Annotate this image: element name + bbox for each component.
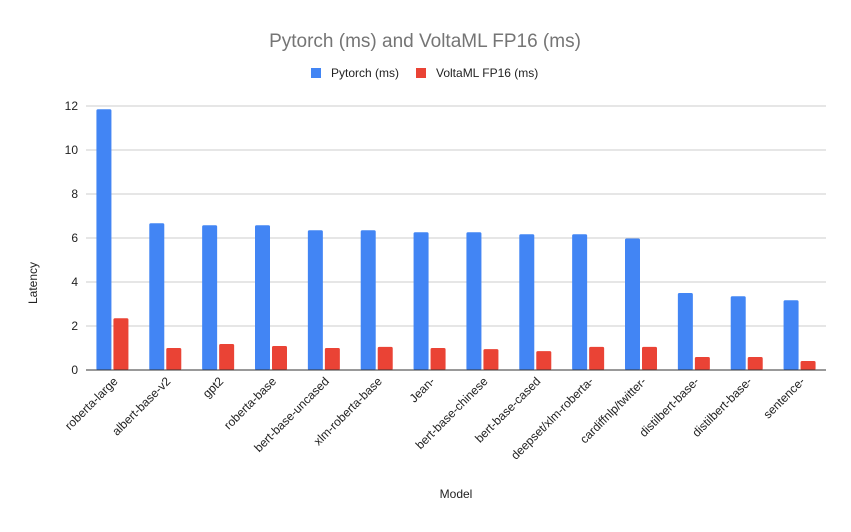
bar-pytorch bbox=[360, 230, 376, 370]
y-tick-label: 0 bbox=[71, 363, 78, 377]
y-tick-label: 4 bbox=[71, 275, 78, 289]
bar-pytorch bbox=[730, 296, 746, 370]
y-tick-label: 8 bbox=[71, 187, 78, 201]
bar-voltaml bbox=[219, 344, 235, 370]
x-tick-label: gpt2 bbox=[200, 374, 227, 401]
x-tick-label: roberta-large bbox=[62, 374, 121, 433]
legend-swatch-voltaml bbox=[416, 68, 426, 78]
bar-voltaml bbox=[642, 346, 657, 370]
x-axis-label: Model bbox=[440, 487, 473, 501]
x-tick-label: roberta-base bbox=[221, 374, 279, 432]
bar-pytorch bbox=[202, 225, 218, 370]
bar-pytorch bbox=[307, 230, 323, 370]
bar-pytorch bbox=[96, 109, 112, 371]
bar-voltaml bbox=[747, 357, 763, 370]
legend-label-voltaml: VoltaML FP16 (ms) bbox=[436, 66, 538, 80]
bar-pytorch bbox=[519, 234, 535, 370]
bar-pytorch bbox=[677, 293, 693, 370]
gridlines bbox=[86, 105, 826, 327]
bar-pytorch bbox=[149, 223, 165, 370]
legend-label-pytorch: Pytorch (ms) bbox=[331, 66, 399, 80]
x-tick-label: Jean- bbox=[407, 374, 438, 405]
bar-voltaml bbox=[589, 346, 605, 370]
bar-pytorch bbox=[466, 232, 482, 370]
bar-pytorch bbox=[625, 238, 640, 370]
bar-voltaml bbox=[272, 346, 287, 370]
bars bbox=[96, 109, 816, 371]
bar-voltaml bbox=[377, 346, 393, 370]
bar-voltaml bbox=[800, 360, 816, 370]
bar-pytorch bbox=[572, 234, 588, 370]
bar-voltaml bbox=[166, 348, 182, 370]
bar-voltaml bbox=[324, 348, 340, 370]
bar-voltaml bbox=[113, 318, 129, 370]
x-tick-label: sentence- bbox=[761, 374, 808, 421]
chart-title: Pytorch (ms) and VoltaML FP16 (ms) bbox=[269, 31, 581, 52]
y-tick-label: 6 bbox=[71, 231, 78, 245]
bar-pytorch bbox=[783, 300, 799, 370]
bar-voltaml bbox=[536, 351, 552, 370]
y-tick-label: 10 bbox=[65, 143, 79, 157]
bar-pytorch bbox=[413, 232, 429, 370]
y-tick-label: 2 bbox=[71, 319, 78, 333]
bar-voltaml bbox=[430, 348, 446, 370]
legend: Pytorch (ms) VoltaML FP16 (ms) bbox=[311, 66, 538, 80]
y-axis-ticks: 0 2 4 6 8 10 12 bbox=[65, 99, 79, 377]
bar-voltaml bbox=[483, 349, 499, 370]
bar-voltaml bbox=[694, 357, 710, 370]
legend-swatch-pytorch bbox=[311, 68, 321, 78]
bar-pytorch bbox=[255, 225, 270, 370]
y-axis-label: Latency bbox=[26, 262, 40, 304]
y-tick-label: 12 bbox=[65, 99, 79, 113]
